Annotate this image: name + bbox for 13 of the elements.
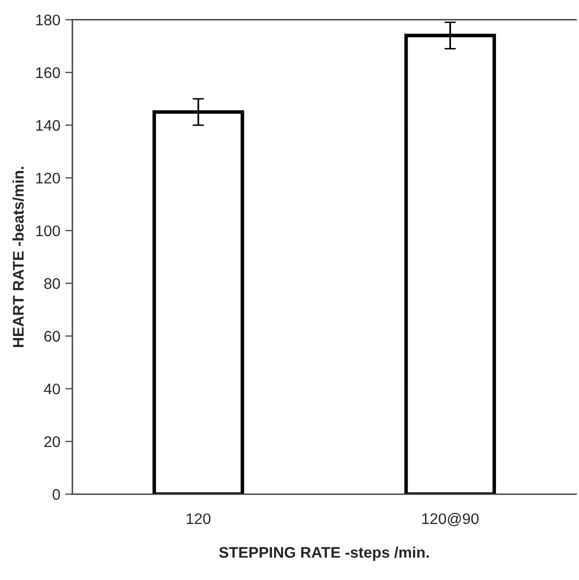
y-axis-title: HEART RATE -beats/min. <box>12 166 24 348</box>
y-tick-label: 40 <box>44 384 60 394</box>
x-axis-title: STEPPING RATE -steps /min. <box>219 546 429 561</box>
y-tick-label: 0 <box>52 489 60 500</box>
y-tick-label: 140 <box>36 120 60 131</box>
y-tick-label: 160 <box>36 67 60 78</box>
y-tick-label: 80 <box>44 278 60 289</box>
y-tick-label: 100 <box>36 225 60 236</box>
y-tick-label: 60 <box>44 330 60 342</box>
x-tick-label: 120@90 <box>422 512 479 526</box>
y-tick-label: 180 <box>36 14 60 26</box>
y-tick-label: 120 <box>36 172 60 184</box>
y-tick-label: 20 <box>44 436 60 448</box>
